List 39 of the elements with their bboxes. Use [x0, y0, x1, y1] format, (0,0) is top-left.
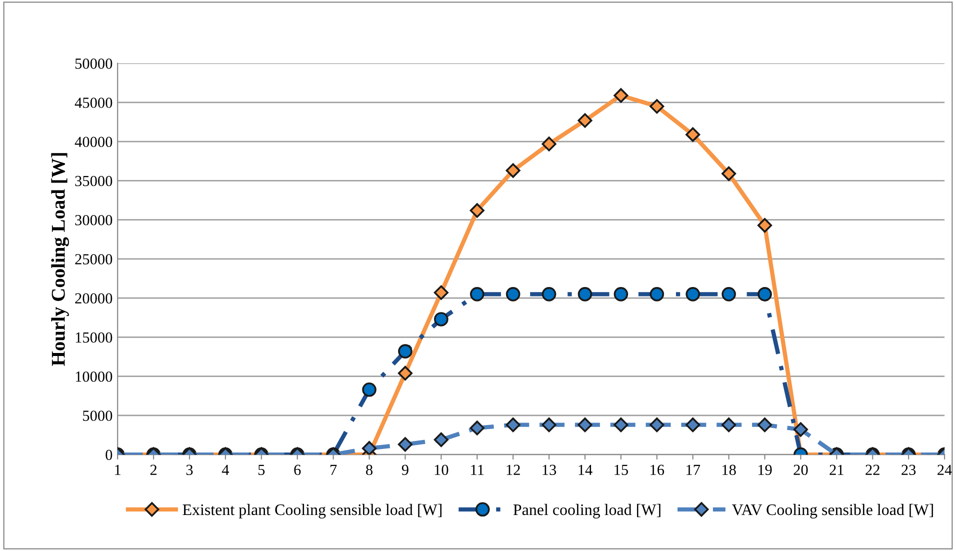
x-tick-label: 17: [686, 464, 700, 475]
x-tick-label: 9: [402, 464, 408, 476]
y-tick-label: 50000: [75, 58, 112, 69]
y-tick-label: 20000: [75, 293, 112, 304]
y-tick-label: 15000: [76, 332, 112, 343]
x-tick-label: 11: [471, 464, 484, 475]
x-tick-label: 23: [902, 464, 916, 476]
x-tick-label: 12: [506, 464, 520, 475]
x-tick-label: 1: [115, 464, 120, 475]
x-tick-label: 14: [578, 464, 592, 475]
x-tick-label: 7: [330, 464, 337, 475]
y-tick-label: 35000: [75, 176, 112, 186]
x-tick-label: 16: [650, 464, 664, 476]
x-tick-label: 8: [366, 464, 372, 476]
x-tick-label: 2: [150, 464, 157, 475]
y-tick-label: 45000: [74, 98, 112, 108]
y-tick-label: 25000: [75, 254, 112, 264]
y-tick-label: 40000: [74, 136, 112, 148]
x-tick-label: 3: [186, 464, 193, 476]
x-tick-label: 15: [614, 464, 628, 476]
x-tick-label: 13: [542, 464, 556, 476]
y-tick-label: 0: [106, 450, 112, 460]
x-tick-label: 18: [722, 464, 736, 476]
x-tick-label: 22: [866, 464, 880, 475]
y-axis-title: Hourly Cooling Load [W]: [51, 153, 69, 366]
x-tick-label: 5: [258, 464, 265, 476]
legend-label: VAV Cooling sensible load [W]: [732, 504, 933, 518]
legend-label: Panel cooling load [W]: [513, 504, 660, 518]
y-tick-label: 30000: [75, 214, 112, 226]
x-tick-label: 24: [938, 464, 952, 475]
x-tick-label: 10: [434, 464, 448, 476]
x-tick-label: 20: [794, 464, 808, 476]
x-tick-label: 6: [294, 464, 301, 476]
x-tick-label: 19: [758, 464, 772, 476]
y-tick-label: 10000: [76, 371, 112, 382]
legend-label: Existent plant Cooling sensible load [W]: [182, 504, 442, 518]
y-tick-label: 5000: [83, 410, 112, 421]
x-tick-label: 21: [830, 464, 844, 475]
x-tick-label: 4: [222, 464, 230, 475]
